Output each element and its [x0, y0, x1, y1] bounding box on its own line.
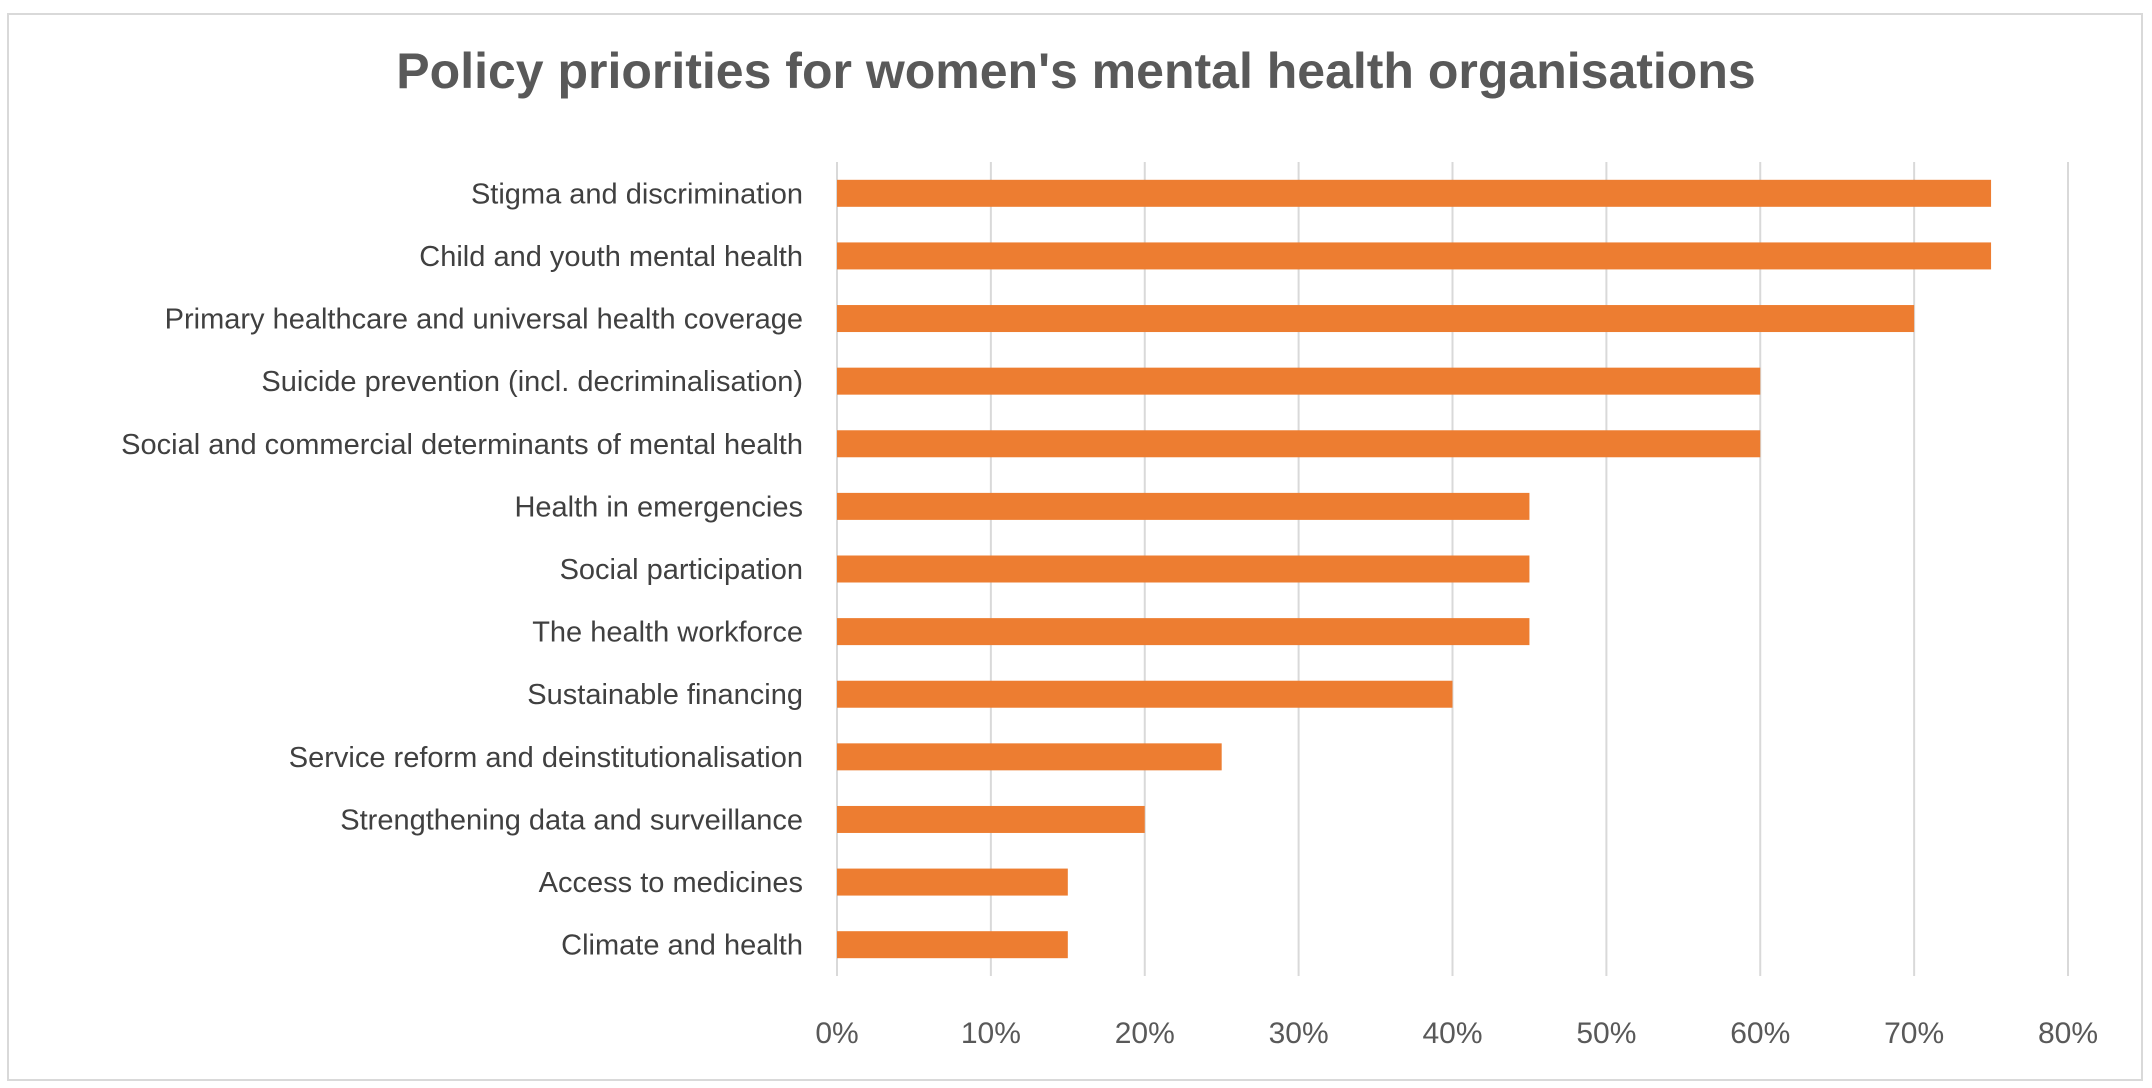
- x-tick-label: 20%: [1115, 1017, 1175, 1050]
- x-axis-tick-labels: 0% 10% 20% 30% 40% 50% 60% 70% 80%: [815, 1017, 2098, 1050]
- x-tick-label: 70%: [1884, 1017, 1944, 1050]
- bar: [837, 492, 1530, 520]
- category-label: Social and commercial determinants of me…: [121, 429, 803, 461]
- category-label: Health in emergencies: [514, 491, 803, 523]
- bar: [837, 555, 1530, 583]
- bar: [837, 618, 1530, 646]
- category-label: The health workforce: [532, 617, 803, 649]
- bar: [837, 868, 1068, 896]
- bar: [837, 367, 1761, 395]
- x-tick-label: 40%: [1422, 1017, 1482, 1050]
- category-label: Social participation: [560, 554, 803, 586]
- bar: [837, 805, 1145, 833]
- bar: [837, 680, 1453, 708]
- category-label: Strengthening data and surveillance: [340, 804, 803, 836]
- bar: [837, 743, 1222, 771]
- bar: [837, 305, 1915, 333]
- bar: [837, 430, 1761, 458]
- bar: [837, 179, 1992, 207]
- category-label: Suicide prevention (incl. decriminalisat…: [261, 366, 803, 398]
- category-label: Service reform and deinstitutionalisatio…: [289, 742, 803, 774]
- category-label: Child and youth mental health: [419, 241, 803, 273]
- x-tick-label: 10%: [961, 1017, 1021, 1050]
- x-tick-label: 0%: [815, 1017, 858, 1050]
- category-label: Access to medicines: [539, 867, 803, 899]
- category-labels: Stigma and discrimination Child and youth…: [121, 178, 803, 961]
- bar: [837, 242, 1992, 270]
- bars: [837, 179, 1992, 959]
- x-tick-label: 80%: [2038, 1017, 2098, 1050]
- category-label: Primary healthcare and universal health …: [165, 304, 803, 336]
- x-tick-label: 60%: [1730, 1017, 1790, 1050]
- x-tick-label: 30%: [1269, 1017, 1329, 1050]
- bar: [837, 931, 1068, 959]
- chart-title: Policy priorities for women's mental hea…: [396, 43, 1756, 99]
- category-label: Stigma and discrimination: [471, 178, 803, 210]
- x-tick-label: 50%: [1576, 1017, 1636, 1050]
- category-label: Sustainable financing: [527, 679, 803, 711]
- category-label: Climate and health: [561, 930, 803, 962]
